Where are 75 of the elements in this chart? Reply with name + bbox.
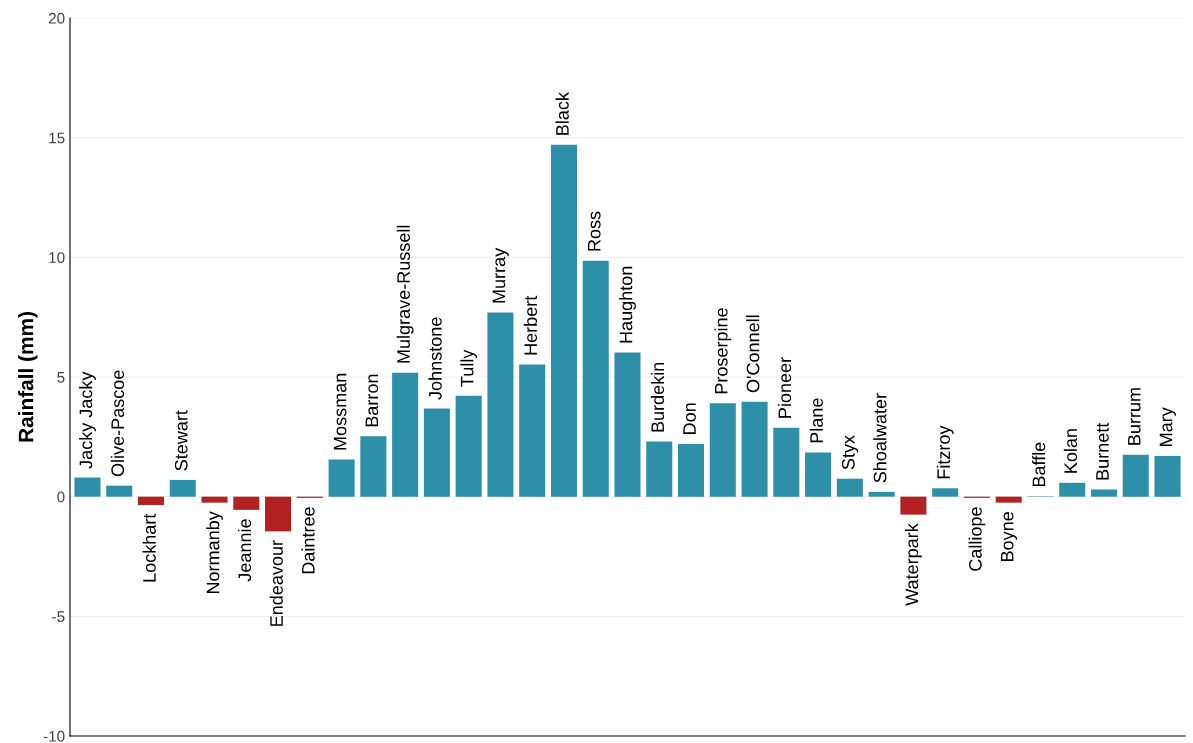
bar (741, 401, 768, 497)
bar (678, 444, 705, 497)
x-tick-label: Mulgrave-Russell (396, 225, 414, 363)
x-tick-label: Barron (365, 374, 379, 427)
x-tick-label: Pioneer (777, 357, 792, 418)
bar (169, 479, 196, 497)
x-tick-label: Mary (1159, 407, 1176, 446)
x-tick-label: Lockhart (142, 513, 156, 582)
x-tick-label: Daintree (301, 507, 315, 574)
y-tick-label: 10 (49, 252, 65, 264)
bar (709, 403, 736, 497)
bar (233, 496, 260, 510)
bar (550, 144, 577, 497)
x-tick-label: Burrum (1128, 388, 1141, 445)
bar (137, 496, 165, 506)
bar (995, 496, 1022, 503)
bar (455, 395, 482, 497)
x-tick-label: Calliope (968, 507, 986, 571)
bar (1122, 454, 1149, 497)
x-tick-label: Styx (841, 435, 859, 470)
x-tick-label: Endeavour (269, 540, 283, 626)
bar (805, 452, 832, 497)
bar (900, 496, 927, 515)
bar (1154, 455, 1181, 497)
bar (773, 427, 800, 497)
x-tick-label: Murray (492, 247, 509, 303)
y-tick-label: -10 (43, 730, 65, 742)
bar (392, 372, 419, 497)
x-tick-label: Proserpine (714, 308, 732, 394)
bar (423, 408, 450, 497)
bar (836, 478, 863, 497)
x-tick-label: Ross (587, 211, 601, 251)
x-tick-label: Jacky Jacky (79, 371, 96, 469)
x-tick-label: Black (555, 92, 569, 135)
bar (328, 459, 355, 497)
y-axis-title: Rainfall (mm) (18, 312, 38, 442)
x-tick-label: Don (683, 403, 696, 434)
bar (1090, 489, 1118, 497)
x-tick-label: Burnett (1096, 422, 1109, 480)
x-tick-label: Waterpark (904, 523, 922, 606)
bar (519, 364, 546, 497)
bar (582, 260, 609, 497)
y-tick-label: 15 (49, 132, 65, 144)
x-tick-label: Boyne (1000, 512, 1018, 561)
bar (932, 488, 959, 497)
x-tick-label: Normanby (206, 511, 223, 594)
bar (868, 491, 895, 497)
bar (106, 485, 133, 497)
bar (1059, 482, 1086, 497)
x-tick-label: Mossman (333, 373, 347, 450)
bar (74, 477, 101, 497)
x-tick-label: Tully (460, 349, 478, 387)
bar (487, 312, 514, 497)
y-tick-label: 20 (48, 12, 65, 24)
bar (360, 436, 387, 497)
bar (646, 441, 673, 497)
x-tick-label: Johnstone (428, 317, 442, 400)
bar (265, 496, 292, 532)
y-tick-label: 0 (57, 491, 65, 503)
x-tick-label: Jeannie (237, 519, 252, 582)
x-tick-label: Shoalwater (873, 393, 887, 483)
bar (201, 496, 228, 503)
x-tick-label: Plane (809, 398, 823, 443)
x-tick-label: Baffle (1032, 442, 1046, 487)
x-tick-label: Haughton (619, 266, 636, 343)
x-tick-label: Fitzroy (936, 425, 954, 479)
x-tick-label: Stewart (174, 410, 188, 471)
bar (614, 352, 641, 497)
x-tick-label: Herbert (523, 295, 538, 355)
x-tick-label: O'Connell (746, 315, 760, 393)
y-tick-label: 5 (57, 372, 65, 383)
x-tick-label: Kolan (1063, 429, 1078, 473)
x-tick-label: Olive-Pascoe (110, 370, 125, 477)
y-tick-label: -5 (52, 611, 65, 623)
x-tick-label: Burdekin (650, 362, 665, 432)
